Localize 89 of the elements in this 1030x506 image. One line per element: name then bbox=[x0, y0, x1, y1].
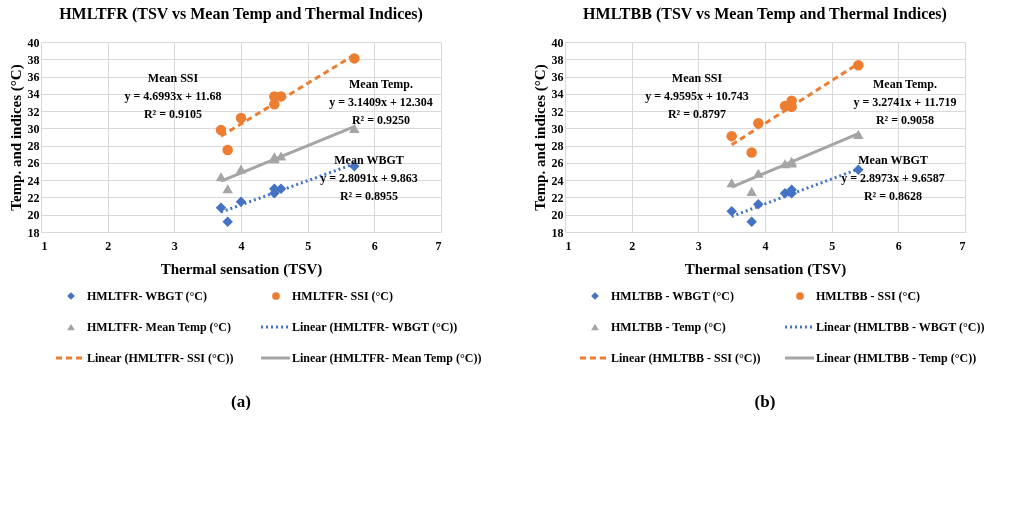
point bbox=[853, 60, 864, 71]
point bbox=[215, 202, 227, 214]
y-tick-label: 28 bbox=[27, 139, 40, 154]
y-tick-label: 22 bbox=[551, 190, 564, 205]
point bbox=[222, 216, 233, 227]
legend-label: HMLTBB - WBGT (°C) bbox=[611, 289, 734, 303]
legend-label: Linear (HMLTBB - WBGT (°C)) bbox=[816, 320, 985, 334]
x-tick-label: 5 bbox=[305, 238, 312, 253]
y-tick-label: 34 bbox=[27, 87, 40, 102]
x-tick-label: 4 bbox=[238, 238, 245, 253]
x-tick-label: 7 bbox=[435, 238, 442, 253]
annotation: R² = 0.8955 bbox=[339, 188, 399, 203]
y-tick-label: 24 bbox=[27, 173, 40, 188]
point bbox=[726, 206, 737, 217]
point bbox=[746, 186, 757, 196]
annotation: Mean Temp. bbox=[872, 76, 938, 91]
legend-label: HMLTBB - Temp (°C) bbox=[611, 320, 726, 334]
chart-title: HMLTFR (TSV vs Mean Temp and Thermal Indices) bbox=[59, 5, 423, 23]
chart-title: HMLTBB (TSV vs Mean Temp and Thermal Indices) bbox=[583, 5, 947, 23]
y-tick-label: 36 bbox=[551, 70, 564, 85]
y-tick-label: 20 bbox=[551, 208, 564, 223]
annotation: Mean SSI bbox=[671, 71, 723, 86]
x-axis-title: Thermal sensation (TSV) bbox=[160, 260, 323, 278]
legend-label: Linear (HMLTFR- Mean Temp (°C)) bbox=[292, 351, 482, 365]
point bbox=[235, 196, 247, 208]
annotation: y = 4.6993x + 11.68 bbox=[124, 89, 222, 104]
legend-label: Linear (HMLTBB - Temp (°C)) bbox=[816, 351, 977, 365]
x-tick-label: 3 bbox=[695, 238, 702, 253]
annotation: y = 3.1409x + 12.304 bbox=[329, 94, 433, 109]
annotation: y = 4.9595x + 10.743 bbox=[645, 89, 749, 104]
x-tick-label: 5 bbox=[829, 238, 836, 253]
point bbox=[726, 130, 737, 142]
x-tick-label: 1 bbox=[41, 238, 48, 253]
x-tick-label: 4 bbox=[762, 238, 769, 253]
x-tick-label: 2 bbox=[629, 238, 636, 253]
y-tick-label: 32 bbox=[551, 104, 564, 119]
y-tick-label: 26 bbox=[27, 156, 40, 171]
y-tick-label: 18 bbox=[27, 225, 40, 240]
annotation: y = 3.2741x + 11.719 bbox=[853, 94, 957, 109]
y-tick-label: 22 bbox=[27, 190, 40, 205]
x-tick-label: 6 bbox=[895, 238, 902, 253]
y-tick-label: 38 bbox=[551, 52, 564, 67]
text: (a) bbox=[231, 392, 251, 411]
y-tick-label: 36 bbox=[27, 70, 40, 85]
y-tick-label: 34 bbox=[551, 87, 564, 102]
y-tick-label: 24 bbox=[551, 173, 564, 188]
x-tick-label: 3 bbox=[171, 238, 178, 253]
y-axis-title: Temp. and indices (°C) bbox=[531, 64, 549, 211]
legend-label: Linear (HMLTBB - SSI (°C)) bbox=[611, 351, 761, 365]
annotation: Mean WBGT bbox=[334, 152, 404, 167]
legend-label: Linear (HMLTFR- SSI (°C)) bbox=[87, 351, 234, 365]
point bbox=[235, 112, 247, 124]
legend-label: HMLTFR- WBGT (°C) bbox=[87, 289, 207, 303]
annotation: R² = 0.9105 bbox=[143, 107, 203, 122]
y-tick-label: 40 bbox=[551, 35, 564, 50]
annotation: R² = 0.9058 bbox=[875, 112, 935, 127]
point bbox=[222, 184, 233, 194]
legend-label: HMLTFR- SSI (°C) bbox=[292, 289, 394, 303]
x-tick-label: 1 bbox=[565, 238, 572, 253]
point bbox=[746, 216, 757, 227]
y-tick-label: 40 bbox=[27, 35, 40, 50]
x-tick-label: 2 bbox=[105, 238, 112, 253]
y-tick-label: 38 bbox=[27, 52, 40, 67]
point bbox=[222, 144, 233, 156]
legend-label: HMLTFR- Mean Temp (°C) bbox=[87, 320, 232, 334]
y-tick-label: 18 bbox=[551, 225, 564, 240]
y-tick-label: 28 bbox=[551, 139, 564, 154]
y-tick-label: 32 bbox=[27, 104, 40, 119]
point bbox=[746, 147, 757, 158]
x-tick-label: 6 bbox=[371, 238, 378, 253]
x-tick-label: 7 bbox=[959, 238, 966, 253]
x-axis-title: Thermal sensation (TSV) bbox=[684, 260, 847, 278]
y-tick-label: 20 bbox=[27, 208, 40, 223]
annotation: Mean SSI bbox=[147, 71, 199, 86]
legend-label: Linear (HMLTFR- WBGT (°C)) bbox=[292, 320, 458, 334]
legend-label: HMLTBB - SSI (°C) bbox=[816, 289, 921, 303]
point bbox=[853, 164, 864, 176]
y-tick-label: 26 bbox=[551, 156, 564, 171]
annotation: R² = 0.9250 bbox=[351, 112, 411, 127]
y-tick-label: 30 bbox=[551, 121, 564, 136]
annotation: R² = 0.8628 bbox=[863, 188, 923, 203]
annotation: Mean WBGT bbox=[858, 152, 928, 167]
annotation: y = 2.8091x + 9.863 bbox=[320, 170, 418, 185]
text: (b) bbox=[754, 392, 776, 411]
y-axis-title: Temp. and indices (°C) bbox=[7, 64, 25, 211]
annotation: Mean Temp. bbox=[348, 76, 414, 91]
y-tick-label: 30 bbox=[27, 121, 40, 136]
annotation: y = 2.8973x + 9.6587 bbox=[841, 170, 945, 185]
annotation: R² = 0.8797 bbox=[667, 107, 727, 122]
